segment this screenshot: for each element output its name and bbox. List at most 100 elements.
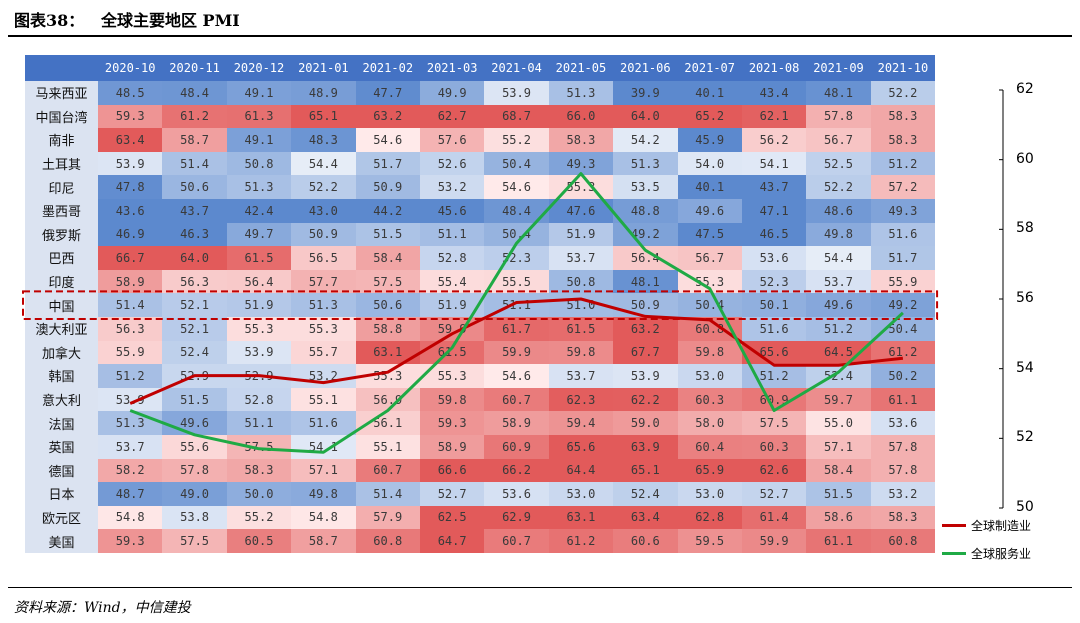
heat-cell: 62.3 — [548, 387, 614, 412]
heat-cell: 59.8 — [548, 340, 614, 365]
bottom-rule — [8, 587, 1072, 588]
column-header: 2020-10 — [98, 55, 163, 81]
heat-cell: 58.4 — [355, 246, 420, 270]
heat-cell: 48.7 — [98, 482, 163, 506]
heat-cell: 59.3 — [98, 104, 163, 129]
heat-cell: 46.9 — [98, 222, 163, 247]
heat-cell: 57.5 — [162, 529, 227, 553]
heat-cell: 66.2 — [484, 458, 549, 483]
heat-cell: 61.3 — [226, 104, 292, 129]
heat-cell: 45.9 — [677, 128, 742, 152]
heat-cell: 51.9 — [548, 222, 614, 247]
heat-cell: 61.2 — [548, 529, 614, 553]
heat-cell: 48.4 — [484, 198, 549, 223]
heat-cell: 51.5 — [162, 387, 227, 412]
heat-cell: 43.7 — [741, 175, 807, 199]
heat-cell: 50.2 — [870, 364, 936, 388]
heat-cell: 52.4 — [613, 482, 678, 506]
heat-cell: 49.1 — [226, 128, 292, 152]
heat-cell: 56.2 — [741, 128, 807, 152]
heat-cell: 47.7 — [355, 81, 420, 105]
heat-cell: 51.2 — [98, 364, 163, 388]
row-label: 墨西哥 — [25, 198, 98, 223]
row-label: 美国 — [25, 529, 98, 553]
heat-cell: 59.3 — [98, 529, 163, 553]
heat-cell: 53.7 — [806, 269, 871, 294]
heat-cell: 64.0 — [613, 104, 678, 129]
y-tick-label: 56 — [1016, 290, 1034, 306]
heat-cell: 52.5 — [806, 151, 871, 176]
heat-cell: 53.9 — [613, 364, 678, 388]
heat-cell: 50.8 — [548, 269, 614, 294]
heat-cell: 50.8 — [226, 151, 292, 176]
heat-cell: 63.2 — [613, 316, 678, 341]
heat-cell: 51.2 — [870, 151, 936, 176]
column-header: 2021-05 — [548, 55, 614, 81]
heat-cell: 40.1 — [677, 81, 742, 105]
heat-cell: 51.2 — [806, 316, 871, 341]
legend-label-manufacturing: 全球制造业 — [971, 518, 1032, 533]
heat-cell: 63.1 — [548, 505, 614, 530]
heat-cell: 55.3 — [226, 316, 292, 341]
heat-cell: 48.5 — [98, 81, 163, 105]
heat-cell: 51.4 — [355, 482, 420, 506]
heat-cell: 58.3 — [870, 104, 936, 129]
heat-cell: 49.8 — [291, 482, 356, 506]
heat-cell: 61.5 — [548, 316, 614, 341]
heat-cell: 61.5 — [226, 246, 292, 270]
row-label: 法国 — [25, 411, 98, 435]
heat-cell: 49.3 — [548, 151, 614, 176]
table-row: 土耳其 53.9 51.4 50.8 54.4 51.7 52.6 50.4 49.3 51.3 5… — [25, 151, 936, 176]
heat-cell: 43.7 — [162, 198, 227, 223]
heat-cell: 51.1 — [419, 222, 485, 247]
heat-cell: 48.8 — [613, 198, 678, 223]
heat-cell: 55.7 — [291, 340, 356, 365]
heat-cell: 60.6 — [613, 529, 678, 553]
y-tick-label: 54 — [1016, 359, 1034, 376]
heat-cell: 55.5 — [484, 269, 549, 294]
heat-cell: 49.6 — [806, 293, 871, 317]
heat-cell: 53.7 — [548, 246, 614, 270]
heat-cell: 59.9 — [741, 529, 807, 553]
source-note: 资料来源：Wind，中信建投 — [14, 600, 191, 616]
table-row: 南非 63.4 58.7 49.1 48.3 54.6 57.6 55.2 58.3 54.2 45… — [25, 128, 936, 152]
heat-cell: 55.1 — [355, 434, 420, 459]
heat-cell: 57.9 — [355, 505, 420, 530]
row-label: 日本 — [25, 482, 98, 506]
heat-cell: 59.3 — [419, 411, 485, 435]
table-row: 法国 51.3 49.6 51.1 51.6 56.1 59.3 58.9 59.4 59.0 58… — [25, 411, 936, 435]
row-label: 巴西 — [25, 246, 98, 270]
heat-cell: 65.2 — [677, 104, 742, 129]
table-row: 加拿大 55.9 52.4 53.9 55.7 63.1 61.5 59.9 59.8 67.7 5… — [25, 340, 936, 365]
column-header: 2021-09 — [806, 55, 871, 81]
heat-cell: 64.4 — [548, 458, 614, 483]
heat-cell: 56.5 — [291, 246, 356, 270]
heat-cell: 46.5 — [741, 222, 807, 247]
table-row: 印度 58.9 56.3 56.4 57.7 57.5 55.4 55.5 50.8 48.1 55… — [25, 269, 936, 294]
heat-cell: 54.8 — [98, 505, 163, 530]
heat-cell: 59.8 — [677, 340, 742, 365]
table-row: 墨西哥 43.6 43.7 42.4 43.0 44.2 45.6 48.4 47.6 48.8 4… — [25, 198, 936, 223]
row-label: 中国 — [25, 293, 98, 317]
heat-cell: 58.7 — [162, 128, 227, 152]
legend-swatch-services — [942, 551, 966, 555]
heat-cell: 57.6 — [419, 128, 485, 152]
heat-cell: 48.9 — [291, 81, 356, 105]
heat-cell: 63.4 — [613, 505, 678, 530]
table-row: 中国台湾 59.3 61.2 61.3 65.1 63.2 62.7 68.7 66.0 64.0… — [25, 104, 936, 129]
heat-cell: 60.7 — [355, 458, 420, 483]
heat-cell: 55.4 — [419, 269, 485, 294]
heat-cell: 53.5 — [613, 175, 678, 199]
heat-cell: 58.0 — [677, 411, 742, 435]
row-label: 加拿大 — [25, 340, 98, 365]
header-corner — [25, 55, 98, 81]
table-row: 印尼 47.8 50.6 51.3 52.2 50.9 53.2 54.6 55.3 53.5 40… — [25, 175, 936, 199]
column-header: 2021-02 — [355, 55, 420, 81]
heat-cell: 52.2 — [291, 175, 356, 199]
column-header: 2021-01 — [291, 55, 356, 81]
table-row: 意大利 53.9 51.5 52.8 55.1 56.9 59.8 60.7 62.3 62.2 6… — [25, 387, 936, 412]
row-label: 德国 — [25, 458, 98, 483]
heat-cell: 61.1 — [806, 529, 871, 553]
heat-cell: 63.4 — [98, 128, 163, 152]
heat-cell: 54.1 — [741, 151, 807, 176]
